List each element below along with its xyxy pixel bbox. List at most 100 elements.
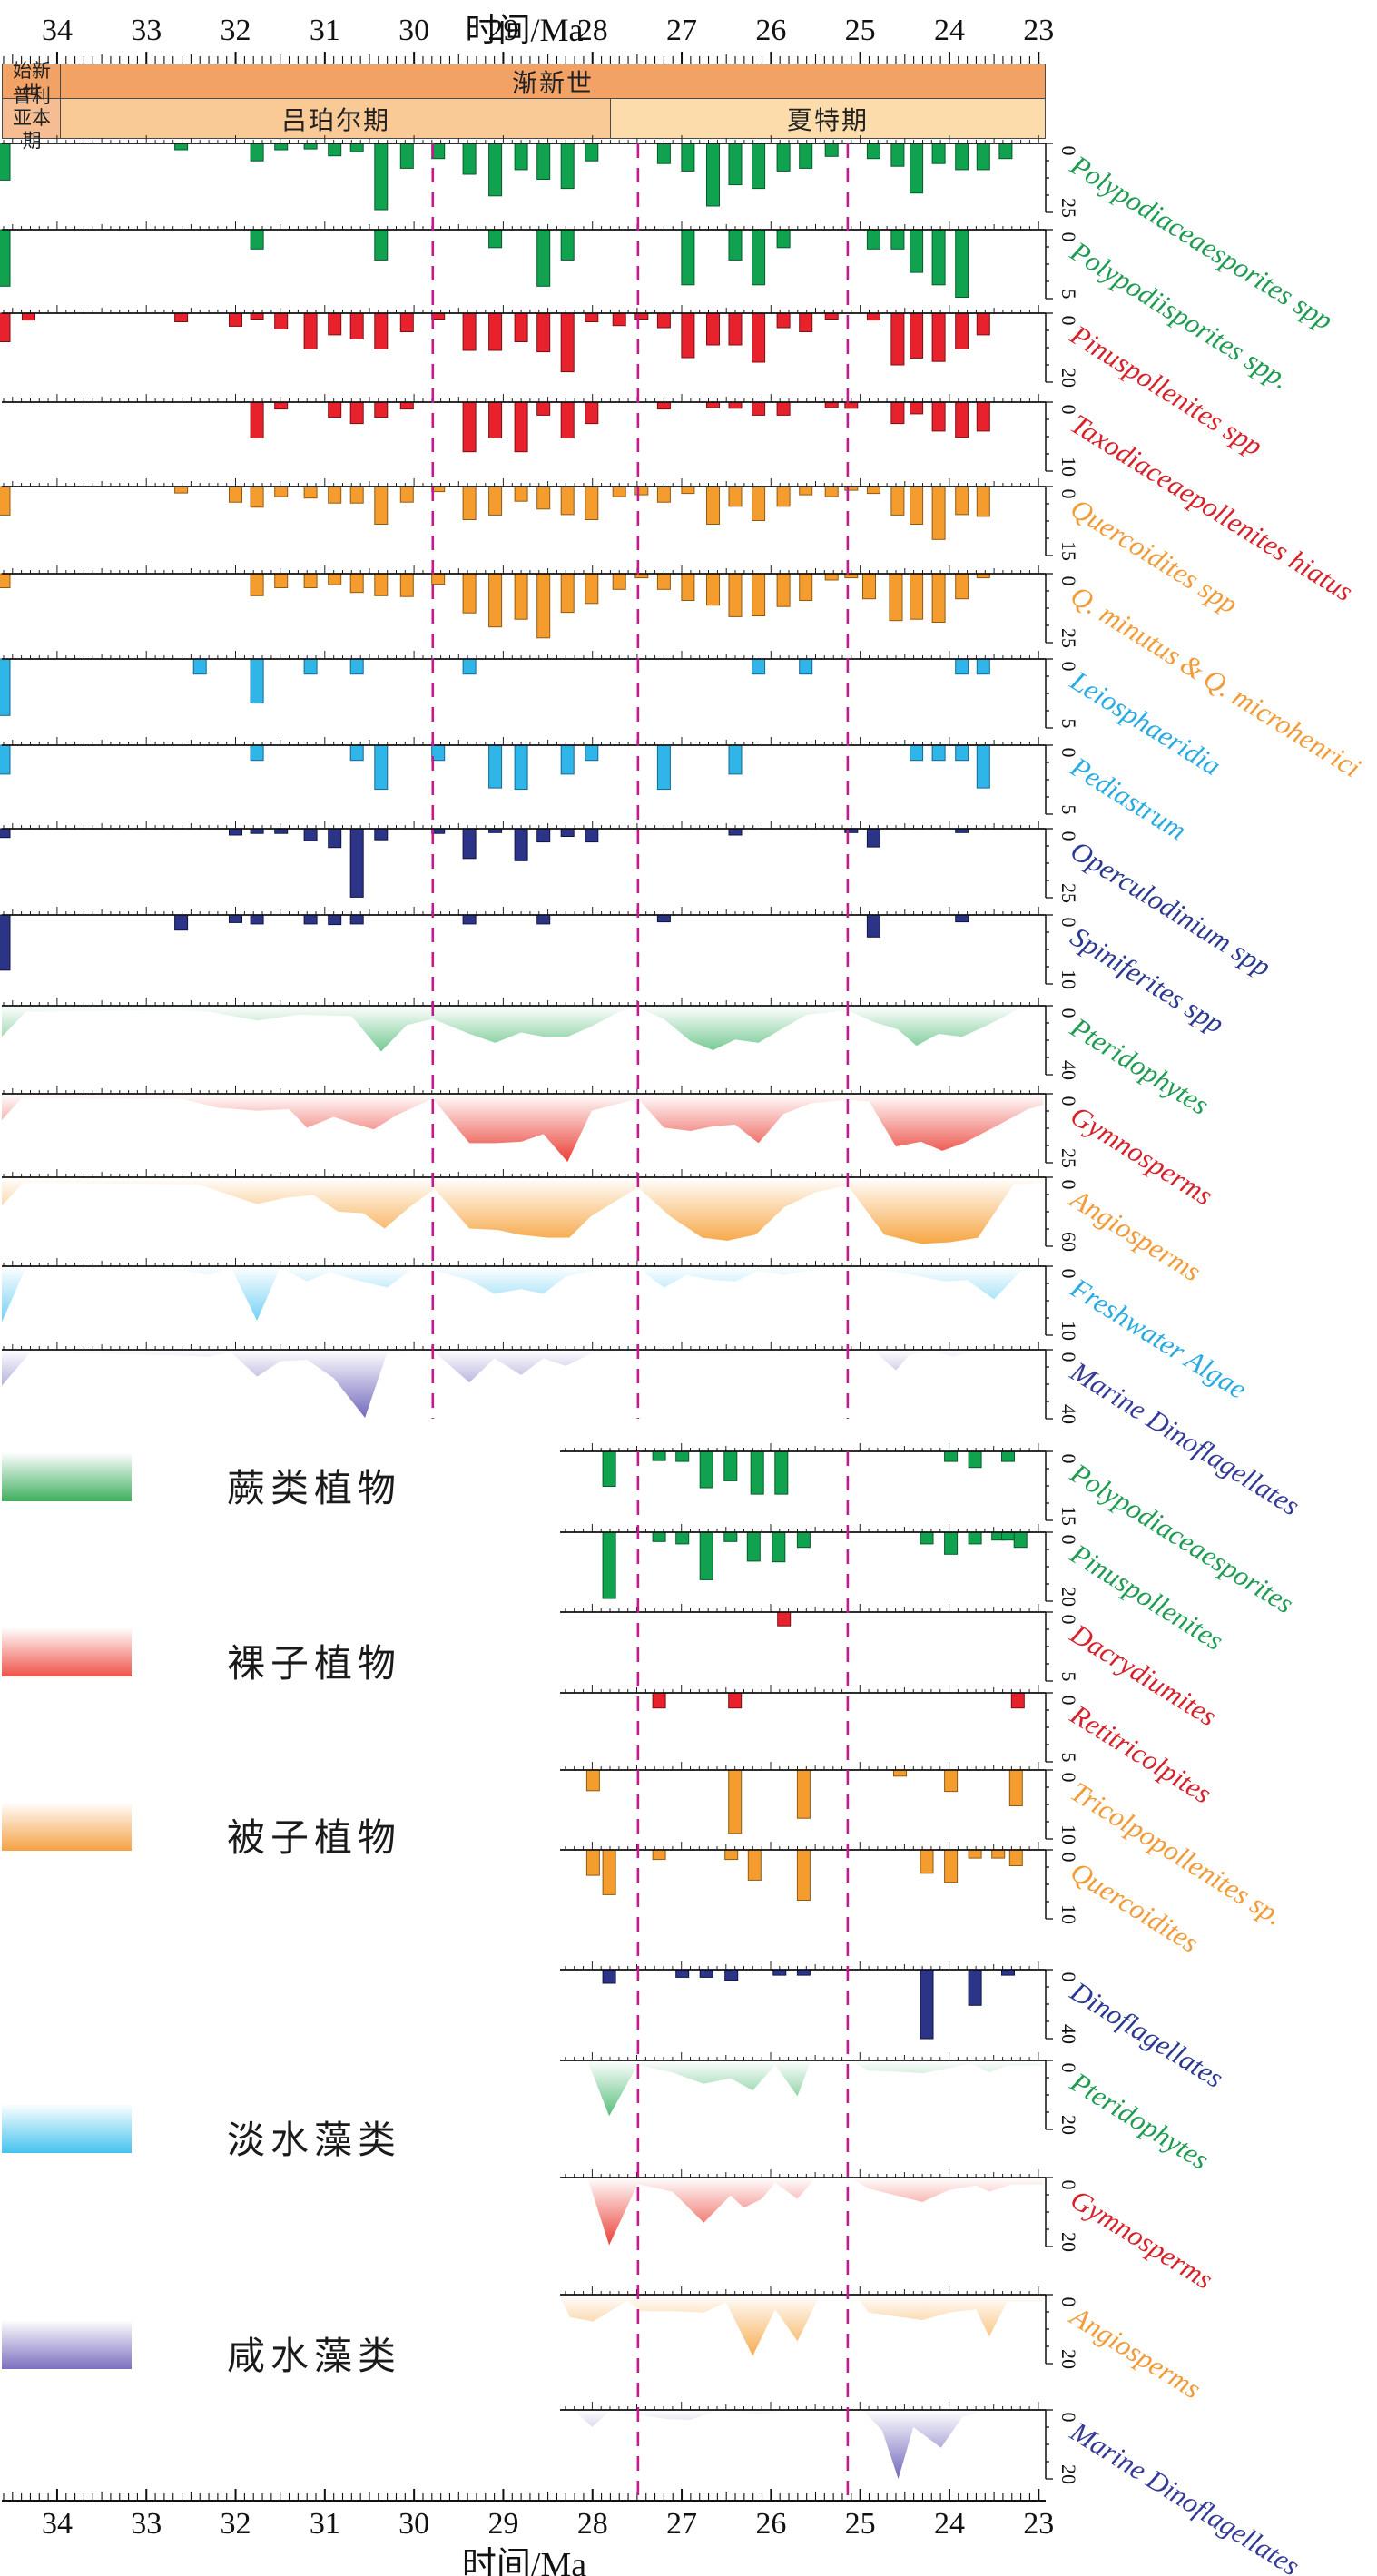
right-axis-zero: 0 <box>1057 489 1080 499</box>
svg-text:31: 31 <box>310 14 340 47</box>
bar <box>174 486 189 494</box>
species-label-l-10: Angiosperms <box>1065 2300 1207 2405</box>
right-axis-zero: 0 <box>1057 576 1080 586</box>
bar <box>824 312 839 320</box>
panel-u-freshwater-algae: 0 10 <box>2 1254 1086 1341</box>
right-axis-zero: 0 <box>1057 2297 1080 2307</box>
bar <box>1008 1849 1023 1866</box>
bar <box>303 312 318 349</box>
legend-swatch-pteridophytes <box>2 1452 132 1501</box>
tick-strip <box>3 1086 1039 1094</box>
bar <box>976 143 990 171</box>
bar <box>374 486 389 525</box>
bar <box>890 312 905 366</box>
bars <box>602 1969 1015 2040</box>
bar <box>462 143 477 175</box>
bar <box>866 914 880 938</box>
panel-u-operculodinium-spp: 0 25 <box>0 816 1086 903</box>
bar <box>1010 1692 1025 1709</box>
bar <box>328 401 342 418</box>
right-axis: 0 40 <box>1045 1349 1080 1424</box>
bar <box>536 573 551 639</box>
right-axis-max: 10 <box>1057 969 1080 989</box>
bar <box>944 1450 959 1462</box>
bar <box>776 143 791 172</box>
right-axis-zero: 0 <box>1057 1269 1080 1279</box>
bar <box>0 143 11 181</box>
bar <box>723 1450 738 1481</box>
right-axis-zero: 0 <box>1057 918 1080 928</box>
right-axis: 0 25 <box>1045 1093 1080 1168</box>
bar <box>514 573 528 620</box>
bar <box>536 229 551 287</box>
bar <box>724 1969 739 1981</box>
bar <box>866 486 880 495</box>
bar <box>976 312 990 336</box>
right-axis-max: 10 <box>1057 1904 1080 1924</box>
bar <box>431 143 446 160</box>
right-axis-max: 5 <box>1057 805 1080 815</box>
bar <box>776 229 791 249</box>
right-axis-zero: 0 <box>1057 316 1080 326</box>
bar <box>890 401 905 425</box>
right-axis-max: 25 <box>1057 1148 1080 1168</box>
panel-l-tricolpopollenites-sp: 0 10 <box>560 1757 1086 1844</box>
right-axis-zero: 0 <box>1057 146 1080 156</box>
bar <box>890 229 905 250</box>
bar <box>585 312 599 322</box>
tick-strip <box>3 565 1039 574</box>
bar <box>274 143 289 151</box>
panel-l-polypodiaceaesporites: 0 15 <box>560 1439 1086 1526</box>
right-axis-max: 5 <box>1057 1753 1080 1763</box>
bar <box>656 401 671 410</box>
area <box>560 2410 1012 2479</box>
svg-text:26: 26 <box>755 14 786 47</box>
bar <box>706 486 720 525</box>
bar <box>585 744 599 762</box>
bar <box>752 312 766 363</box>
right-axis: 05 <box>1045 229 1080 300</box>
bar <box>0 229 11 287</box>
legend-label-angiosperms: 被子植物 <box>227 1818 402 1860</box>
bar <box>328 914 342 926</box>
bar <box>174 914 189 931</box>
panel-l-quercoidites: 0 10 <box>560 1837 1086 1924</box>
bar <box>890 486 905 516</box>
stage-priabonian-line2: 亚本期 <box>13 107 51 152</box>
svg-text:23: 23 <box>1023 14 1054 47</box>
legend-swatch-freshwater-algae <box>2 2104 132 2153</box>
panel-u-spiniferites-spp: 0 10 <box>0 902 1086 989</box>
bar <box>585 828 599 843</box>
bar <box>752 658 766 675</box>
bar <box>229 828 242 836</box>
panel-u-polypodiaceaesporites-spp: 0 25 <box>0 131 1086 218</box>
bar <box>968 1969 982 2006</box>
bar <box>774 1450 789 1495</box>
bar <box>250 401 264 438</box>
right-axis-max: 10 <box>1057 457 1080 477</box>
bar <box>955 914 969 923</box>
bar <box>824 486 839 497</box>
bar <box>585 573 599 605</box>
bar <box>0 486 11 516</box>
bar <box>602 1969 616 1984</box>
bar <box>824 143 839 157</box>
right-axis-zero: 0 <box>1057 1096 1080 1106</box>
area <box>560 2295 1043 2356</box>
bar <box>374 229 389 261</box>
svg-text:28: 28 <box>577 14 608 47</box>
bar <box>910 744 924 762</box>
bar <box>1008 1769 1023 1806</box>
bar <box>303 828 318 841</box>
svg-text:32: 32 <box>221 2507 251 2541</box>
bar <box>585 401 599 425</box>
tick-strip <box>565 1685 1039 1693</box>
tick-strip <box>565 1604 1039 1612</box>
bar <box>328 573 342 585</box>
bar <box>349 828 364 898</box>
bar <box>328 828 342 849</box>
right-axis-zero: 0 <box>1057 662 1080 672</box>
right-axis-zero: 0 <box>1057 1773 1080 1783</box>
bar <box>844 401 859 409</box>
